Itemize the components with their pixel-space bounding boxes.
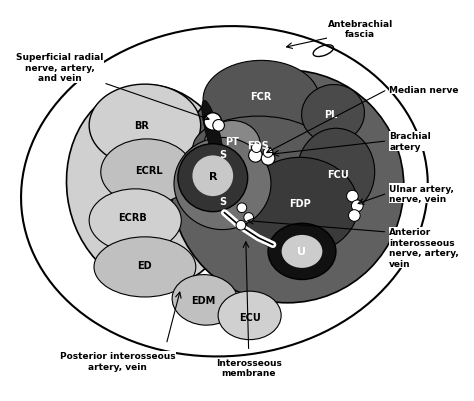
Circle shape <box>261 152 275 166</box>
Ellipse shape <box>94 237 196 297</box>
Text: FDP: FDP <box>289 198 311 209</box>
Circle shape <box>204 113 221 131</box>
Ellipse shape <box>301 85 365 144</box>
Text: S: S <box>219 196 226 207</box>
Circle shape <box>351 200 363 212</box>
Circle shape <box>252 144 261 153</box>
Text: Brachial
artery: Brachial artery <box>389 132 431 151</box>
Ellipse shape <box>89 189 181 252</box>
Circle shape <box>249 149 262 163</box>
Text: EDM: EDM <box>191 295 215 305</box>
Text: Anterior
interosseous
nerve, artery,
vein: Anterior interosseous nerve, artery, vei… <box>389 228 459 268</box>
Ellipse shape <box>89 85 201 167</box>
Ellipse shape <box>242 158 358 255</box>
Circle shape <box>348 210 360 222</box>
Circle shape <box>263 148 273 158</box>
Ellipse shape <box>202 101 224 166</box>
Ellipse shape <box>203 61 319 139</box>
Text: U: U <box>298 247 307 257</box>
Ellipse shape <box>204 121 260 170</box>
Ellipse shape <box>101 140 193 205</box>
Text: PT: PT <box>225 136 239 146</box>
Ellipse shape <box>192 156 233 196</box>
Ellipse shape <box>21 27 428 356</box>
Ellipse shape <box>178 144 248 212</box>
Text: ED: ED <box>137 260 152 270</box>
Ellipse shape <box>171 71 404 303</box>
Text: FDS: FDS <box>247 140 269 150</box>
Text: ECRL: ECRL <box>135 166 163 176</box>
Ellipse shape <box>282 235 322 268</box>
Text: ECRB: ECRB <box>118 213 146 223</box>
Text: FCR: FCR <box>251 92 272 102</box>
Text: ECU: ECU <box>239 312 261 322</box>
Text: Ulnar artery,
nerve, vein: Ulnar artery, nerve, vein <box>389 184 454 203</box>
Text: Median nerve: Median nerve <box>389 86 459 95</box>
Text: Posterior interosseous
artery, vein: Posterior interosseous artery, vein <box>60 351 175 371</box>
Text: R: R <box>209 171 217 181</box>
Circle shape <box>213 120 224 132</box>
Text: BR: BR <box>135 121 149 131</box>
Circle shape <box>346 191 358 203</box>
Text: Superficial radial
nerve, artery,
and vein: Superficial radial nerve, artery, and ve… <box>16 53 103 83</box>
Ellipse shape <box>174 138 271 230</box>
Ellipse shape <box>66 86 237 288</box>
Text: Interosseous
membrane: Interosseous membrane <box>216 358 282 377</box>
Circle shape <box>244 213 254 223</box>
Text: PL: PL <box>324 109 338 119</box>
Circle shape <box>236 221 246 231</box>
Ellipse shape <box>218 292 281 340</box>
Ellipse shape <box>268 224 336 280</box>
Circle shape <box>237 203 247 213</box>
Ellipse shape <box>193 117 324 180</box>
Text: FCU: FCU <box>327 169 349 179</box>
Ellipse shape <box>297 129 375 216</box>
Ellipse shape <box>172 275 238 325</box>
Text: S: S <box>219 150 226 160</box>
Text: Antebrachial
fascia: Antebrachial fascia <box>328 20 393 39</box>
